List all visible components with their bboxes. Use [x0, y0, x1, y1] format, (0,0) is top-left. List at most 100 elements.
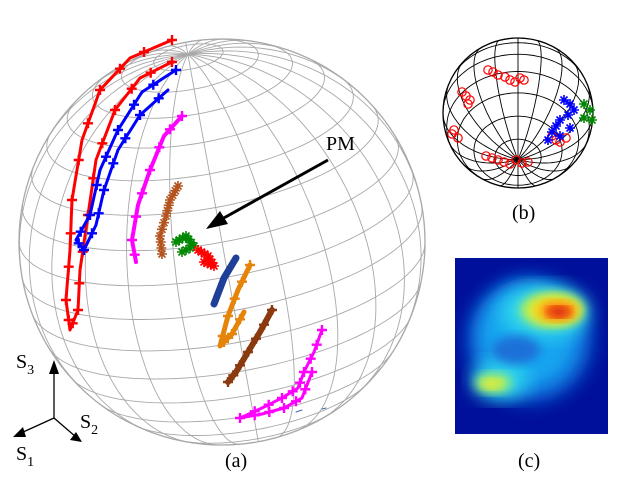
sphere-gridline — [187, 53, 339, 432]
sphere-gridline — [91, 42, 293, 119]
trace-red-marker — [110, 105, 120, 115]
svg-text:S3: S3 — [16, 351, 34, 378]
axis-label-s3: S3 — [16, 351, 34, 378]
blue-star-marker — [559, 95, 569, 105]
sphere-gridline — [442, 112, 518, 161]
trace-magenta-upper-marker — [145, 165, 155, 175]
panel-b: (b) — [442, 37, 597, 224]
trace-darkbrown-marker — [228, 370, 239, 381]
trace-magenta-lower-marker — [277, 393, 287, 403]
blue-star-marker — [555, 131, 565, 141]
trace-darkbrown-marker — [267, 305, 277, 315]
trace-red-marker — [74, 278, 85, 289]
trace-navy — [210, 254, 240, 308]
sphere-gridline — [517, 141, 588, 164]
trace-red-marker — [95, 85, 105, 95]
trace-blue-marker — [148, 79, 159, 90]
sphere-gridline — [187, 54, 295, 439]
sphere-gridline — [480, 159, 519, 181]
trace-magenta-lower-marker — [317, 325, 327, 335]
trace-blue-marker — [79, 245, 89, 255]
poincare-sphere-a — [18, 38, 426, 446]
pm-label: PM — [326, 133, 355, 155]
trace-blue-marker — [108, 158, 119, 169]
blue-star-marker — [555, 115, 565, 125]
sphere-gridline — [147, 49, 189, 55]
trace-blue-marker — [87, 228, 97, 239]
trace-blue-marker — [135, 110, 145, 120]
trace-green-stars-marker — [189, 241, 199, 251]
trace-darkbrown-marker — [259, 319, 269, 330]
sphere-gridline — [517, 159, 556, 181]
trace-orange-marker — [219, 337, 229, 347]
trace-green-stars-marker — [177, 247, 187, 257]
trace-magenta-lower — [238, 328, 324, 420]
trace-red-marker — [167, 57, 177, 67]
sphere-gridline — [28, 53, 189, 396]
trace-green-stars-marker — [181, 245, 191, 255]
trace-faint-blue-2 — [321, 407, 327, 410]
svg-text:S2: S2 — [80, 411, 98, 438]
sphere-gridline — [456, 61, 519, 160]
trace-red — [64, 38, 174, 332]
trace-green-stars-marker — [171, 237, 181, 247]
blue-star-marker — [551, 121, 561, 131]
trace-blue-marker — [171, 65, 181, 75]
blue-star-marker — [569, 105, 579, 115]
trace-brown-stars-marker — [167, 190, 178, 201]
trace-magenta-upper-marker — [131, 211, 141, 222]
trace-red-marker — [67, 318, 78, 329]
trace-magenta-lower-marker — [235, 413, 245, 423]
red-circle-marker — [493, 155, 503, 165]
trace-orange-marker — [223, 311, 233, 321]
sphere-gridline — [185, 42, 189, 55]
trace-faint-blue-1 — [295, 409, 303, 413]
sphere-gridline — [473, 47, 519, 160]
trace-darkbrown-marker — [243, 347, 253, 357]
trace-red-marker — [73, 305, 83, 315]
green-star-marker — [579, 113, 589, 123]
sphere-gridline — [126, 54, 220, 446]
sphere-gridline — [123, 52, 188, 65]
trace-brown-stars-marker — [156, 243, 167, 253]
sphere-gridline — [187, 53, 422, 339]
trace-darkbrown-marker — [223, 377, 233, 387]
trace-brown-stars-marker — [157, 224, 167, 235]
trace-red-stars-marker — [199, 249, 210, 259]
sphere-gridline — [167, 45, 189, 55]
green-star-marker — [585, 105, 595, 115]
sphere-gridline — [187, 39, 252, 55]
trace-magenta-lower-marker — [287, 386, 298, 397]
trace-brown-stars-marker — [155, 237, 166, 247]
red-circle-marker — [519, 75, 529, 85]
trace-red-marker — [97, 138, 108, 149]
trace-red-marker — [65, 228, 76, 239]
red-circle-marker — [523, 157, 533, 167]
trace-magenta-lower-marker — [279, 403, 289, 413]
sphere-gridline — [448, 141, 519, 164]
trace-red-stars-marker — [202, 258, 213, 269]
poincare-sphere-b — [442, 37, 594, 189]
sphere-gridline — [31, 104, 379, 216]
trace-brown-stars-marker — [159, 217, 169, 228]
sphere-gridline — [187, 46, 362, 95]
trace-brown-stars-marker — [162, 205, 173, 216]
trace-orange-marker — [235, 314, 245, 325]
sphere-gridline — [517, 47, 563, 160]
trace-red-marker — [67, 195, 77, 205]
trace-orange-marker — [229, 293, 240, 304]
trace-blue-marker — [73, 238, 84, 249]
sphere-gridline — [187, 39, 204, 55]
stokes-axes: S3 S2 S1 — [13, 351, 98, 470]
svg-text:S1: S1 — [16, 443, 34, 470]
red-circle-marker — [483, 65, 493, 75]
trace-blue-marker — [93, 208, 104, 219]
trace-red-stars-marker — [199, 257, 209, 267]
trace-magenta-upper-marker — [137, 188, 147, 199]
trace-magenta-lower-marker — [264, 407, 275, 417]
trace-blue-marker — [75, 226, 86, 237]
trace-green-stars-marker — [185, 243, 195, 253]
trace-blue — [74, 68, 178, 252]
trace-darkbrown-marker — [235, 360, 245, 371]
trace-blue-marker — [91, 180, 102, 190]
